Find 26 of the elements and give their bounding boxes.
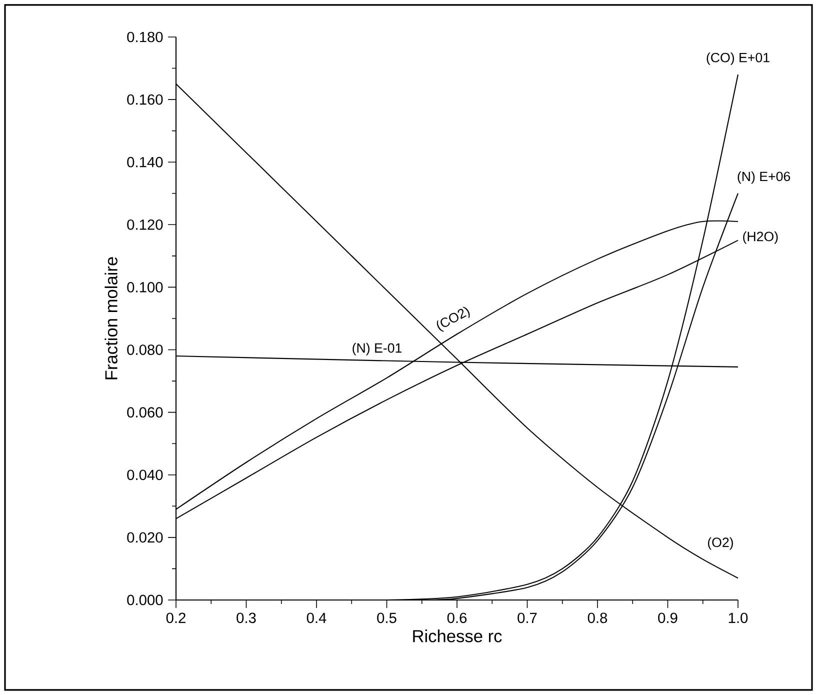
series-label: (H2O) <box>743 231 778 244</box>
series-label: (O2) <box>708 537 733 550</box>
x-tick-label: 0.3 <box>236 612 256 624</box>
y-axis-title: Fraction molaire <box>104 257 118 380</box>
y-tick-label: 0.000 <box>127 594 163 606</box>
series-label: (N) E+06 <box>738 171 790 184</box>
y-tick-label: 0.180 <box>127 32 163 42</box>
y-tick-label: 0.060 <box>127 407 163 418</box>
y-tick-label: 0.040 <box>127 470 163 480</box>
y-tick-label: 0.020 <box>127 532 163 543</box>
x-tick-label: 0.5 <box>377 612 396 624</box>
y-tick-label: 0.140 <box>127 156 163 168</box>
y-tick-label: 0.120 <box>127 219 163 230</box>
x-tick-label: 0.9 <box>658 612 678 624</box>
x-tick-label: 0.4 <box>306 612 326 624</box>
x-tick-label: 0.2 <box>166 612 186 624</box>
x-tick-label: 0.8 <box>588 612 608 624</box>
x-axis-title: Richesse rc <box>413 630 502 642</box>
y-tick-label: 0.080 <box>127 344 163 355</box>
x-tick-label: 0.7 <box>518 612 537 624</box>
series-label: (N) E-01 <box>352 342 402 356</box>
x-tick-label: 0.6 <box>447 612 467 624</box>
y-tick-label: 0.100 <box>127 282 163 292</box>
x-tick-label: 1.0 <box>728 612 748 624</box>
series-label: (CO) E+01 <box>706 52 770 65</box>
y-tick-label: 0.160 <box>127 94 163 105</box>
